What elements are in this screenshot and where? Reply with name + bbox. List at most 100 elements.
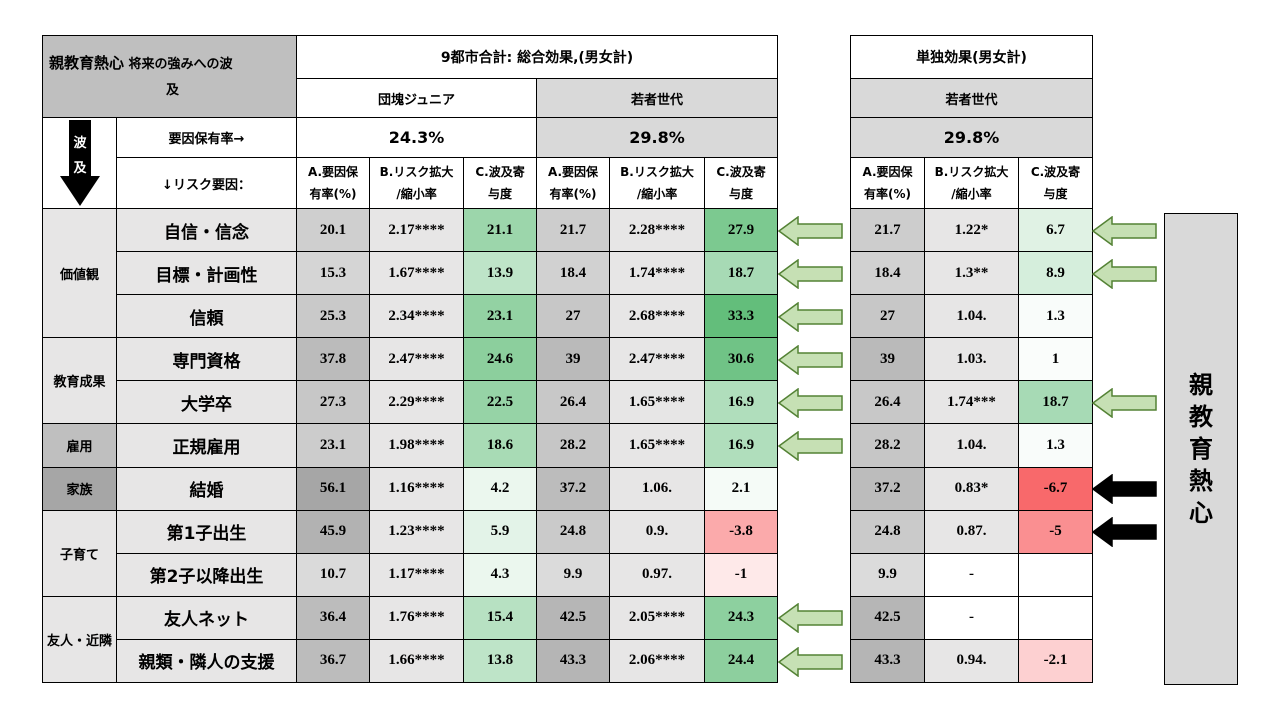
col-header-a: A.要因保 有率(%) [850,157,925,209]
value-a: 28.2 [536,423,611,468]
table-row: 雇用 正規雇用 23.1 1.98**** 18.6 28.2 1.65**** 16.9 [42,423,779,468]
solo-group-young: 若者世代 [850,78,1093,118]
value-c: 1.3 [1018,294,1093,339]
green-left-arrow-icon [1092,258,1157,289]
table-row: 37.2 0.83* -6.7 [850,466,1093,511]
value-b: 1.23**** [369,509,465,554]
factor-label: 第2子以降出生 [115,552,298,597]
value-c: 24.4 [704,638,779,684]
side-label-char: 心 [1189,499,1213,527]
rate-dankai-junior: 24.3% [296,117,538,158]
value-a: 36.7 [296,638,371,684]
category-label: 教育成果 [42,337,117,425]
category-label: 子育て [42,509,117,597]
factor-label: 大学卒 [115,380,298,425]
value-a: 26.4 [850,380,925,425]
value-c: 2.1 [704,466,779,511]
value-a: 18.4 [536,251,611,296]
value-a: 43.3 [536,638,611,684]
col-header-a: A.要因保 有率(%) [296,157,371,209]
value-c: 8.9 [1018,251,1093,296]
value-c: 24.6 [463,337,538,382]
value-c: 13.9 [463,251,538,296]
factor-label: 結婚 [115,466,298,511]
black-left-arrow-icon [1092,474,1157,505]
value-a: 10.7 [296,552,371,597]
value-c [1018,552,1093,597]
value-c: 27.9 [704,207,779,253]
value-c: -1 [704,552,779,597]
green-left-arrow-icon [1092,387,1157,418]
value-b: 1.16**** [369,466,465,511]
table-row: 子育て 第1子出生 45.9 1.23**** 5.9 24.8 0.9. -3.8 [42,509,779,597]
green-left-arrow-icon [778,646,843,677]
value-a: 18.4 [850,251,925,296]
value-a: 21.7 [536,207,611,253]
factor-label: 親類・隣人の支援 [115,638,298,684]
factor-label: 目標・計画性 [115,251,298,296]
value-b: - [924,552,1019,597]
value-a: 39 [850,337,925,382]
value-a: 56.1 [296,466,371,511]
rate-row-label: 要因保有率→ [115,117,298,158]
value-c: 1 [1018,337,1093,382]
value-a: 15.3 [296,251,371,296]
value-b: 1.65**** [609,380,706,425]
table-row: 目標・計画性 15.3 1.67**** 13.9 18.4 1.74**** 18.7 [43,251,779,296]
value-b: 2.29**** [369,380,465,425]
value-b: 1.17**** [369,552,465,597]
value-c: -5 [1018,509,1093,554]
risk-row-label: ↓リスク要因： [115,157,298,209]
group-young: 若者世代 [536,78,779,118]
value-b: 1.65**** [609,423,706,468]
corner-title-line2: 及 [166,82,180,98]
value-b: 1.03. [924,337,1019,382]
value-b: 2.68**** [609,294,706,339]
green-left-arrow-icon [778,344,843,375]
value-c: 22.5 [463,380,538,425]
value-c: 30.6 [704,337,779,382]
table-row: 教育成果 専門資格 37.8 2.47**** 24.6 39 2.47**** 30.6 [42,337,779,425]
value-c: -3.8 [704,509,779,554]
value-c: 16.9 [704,380,779,425]
value-b: 2.05**** [609,595,706,640]
value-a: 27 [850,294,925,339]
value-a: 9.9 [536,552,611,597]
value-a: 9.9 [850,552,925,597]
value-b: 2.17**** [369,207,465,253]
value-a: 42.5 [536,595,611,640]
green-left-arrow-icon [778,387,843,418]
factor-label: 友人ネット [115,595,298,640]
value-a: 20.1 [296,207,371,253]
value-c: 18.6 [463,423,538,468]
value-c: 21.1 [463,207,538,253]
value-c: 4.2 [463,466,538,511]
value-b: - [924,595,1019,640]
green-left-arrow-icon [778,258,843,289]
table-row: 39 1.03. 1 [850,337,1093,382]
side-label-parent-education: 親教育熱心 [1164,213,1238,685]
category-label: 家族 [42,466,117,511]
solo-rate-young: 29.8% [850,117,1093,158]
green-left-arrow-icon [1092,215,1157,246]
value-b: 1.74*** [924,380,1019,425]
table-row: 42.5- [850,595,1093,640]
value-b: 0.83* [924,466,1019,511]
value-c: 4.3 [463,552,538,597]
side-label-char: 教 [1189,403,1213,431]
ripple-arrow-cell: 波 及 [42,117,117,209]
value-b: 2.47**** [369,337,465,382]
factor-label: 自信・信念 [115,207,298,253]
value-c: 5.9 [463,509,538,554]
table-row: 第2子以降出生 10.7 1.17**** 4.3 9.9 0.97. -1 [43,552,779,597]
value-c: -6.7 [1018,466,1093,511]
value-b: 1.22* [924,207,1019,253]
col-header-b: B.リスク拡大/縮小率 [369,157,465,209]
col-header-c: C.波及寄 与度 [704,157,779,209]
value-a: 26.4 [536,380,611,425]
table-row: 9.9- [850,552,1093,597]
table-row: 27 1.04. 1.3 [850,294,1093,339]
value-a: 24.8 [536,509,611,554]
col-header-a: A.要因保 有率(%) [536,157,611,209]
group-dankai-junior: 団塊ジュニア [296,78,538,118]
